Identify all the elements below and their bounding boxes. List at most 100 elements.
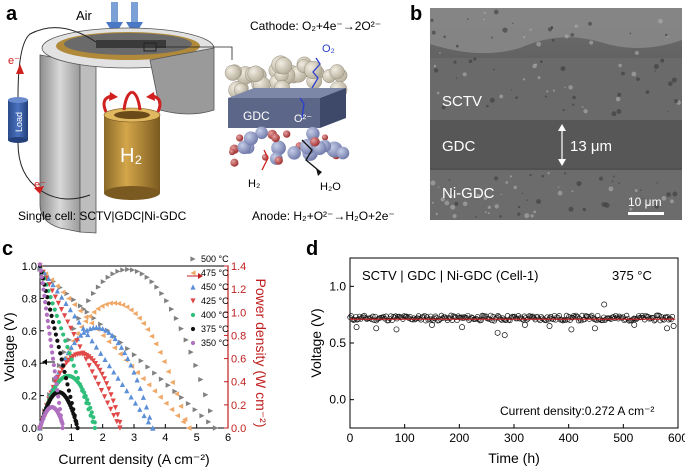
iv-point <box>50 319 56 325</box>
sem-grain <box>611 111 617 117</box>
legend-label: 400 °C <box>201 310 229 320</box>
power-point <box>131 369 137 375</box>
power-point <box>164 298 170 304</box>
sem-grain <box>447 99 451 103</box>
iv-point <box>165 382 171 388</box>
iv-point <box>52 326 57 331</box>
iv-point <box>83 314 89 320</box>
y-tick-label: 0.4 <box>22 358 37 370</box>
h2-cylinder-label: H₂ <box>120 145 142 167</box>
sem-grain <box>522 78 526 81</box>
iv-point <box>48 307 53 312</box>
iv-point <box>77 344 83 350</box>
power-point <box>85 397 90 402</box>
power-point <box>71 339 78 346</box>
legend-marker <box>190 298 196 304</box>
power-point <box>75 425 80 431</box>
iv-point <box>98 388 105 394</box>
sem-grain <box>529 173 532 177</box>
iv-point <box>42 293 47 298</box>
data-point <box>508 314 514 321</box>
iv-point <box>50 301 55 306</box>
iv-point <box>54 313 59 318</box>
sem-grain <box>669 199 674 204</box>
sem-grain <box>462 72 467 77</box>
data-point <box>559 317 565 323</box>
iv-point <box>77 308 83 314</box>
sem-grain <box>631 71 637 77</box>
iv-point <box>158 376 165 382</box>
iv-point <box>48 295 53 300</box>
sem-grain <box>581 106 584 108</box>
iv-point <box>71 363 76 368</box>
power-point <box>112 405 119 411</box>
sem-grain <box>574 24 578 28</box>
sem-grain <box>544 95 547 98</box>
power-point <box>91 309 97 315</box>
data-point <box>478 317 484 323</box>
cell-housing <box>39 27 233 234</box>
iv-point <box>131 352 138 358</box>
iv-point <box>71 331 77 338</box>
sem-grain <box>462 201 468 207</box>
sem-grain <box>483 18 486 21</box>
gdc-particle <box>287 146 301 160</box>
iv-point <box>62 369 67 375</box>
data-point <box>418 317 424 323</box>
temperature-label: 375 °C <box>612 268 652 283</box>
legend-label: 350 °C <box>201 338 229 348</box>
iv-point <box>106 363 113 369</box>
power-point <box>82 318 89 324</box>
iv-point <box>206 419 212 425</box>
sem-grain <box>473 57 477 61</box>
iv-point <box>174 413 180 419</box>
scalebar-label: 10 μm <box>628 195 662 209</box>
x-tick-label: 100 <box>395 431 415 445</box>
power-point <box>91 415 96 420</box>
sem-grain <box>517 212 521 216</box>
power-point <box>56 362 63 368</box>
data-point <box>415 313 422 319</box>
sem-grain <box>533 210 537 214</box>
iv-point <box>60 289 66 295</box>
power-point <box>154 284 160 290</box>
iv-point <box>83 356 89 363</box>
power-point <box>149 279 155 285</box>
sem-grain <box>612 175 615 178</box>
iv-point <box>86 363 92 369</box>
sem-grain <box>450 189 456 195</box>
iv-point <box>100 332 106 339</box>
nigdc-layer-label: Ni-GDC <box>442 185 495 202</box>
iv-point <box>52 369 57 374</box>
sem-grain <box>546 90 549 93</box>
sem-grain <box>621 71 625 76</box>
power-point <box>143 404 150 410</box>
power-point <box>125 355 131 361</box>
x-tick-label: 1 <box>68 432 74 444</box>
sem-grain <box>572 103 575 107</box>
x-tick-label: 2 <box>100 432 106 444</box>
anode-equation: Anode: H₂+O²⁻→H₂O+2e⁻ <box>252 209 395 223</box>
sem-grain <box>568 206 574 212</box>
data-point <box>401 313 407 319</box>
outlier-point <box>631 321 638 328</box>
sem-grain <box>476 193 481 198</box>
power-point <box>86 401 91 406</box>
iv-point <box>132 400 139 406</box>
power-point <box>110 271 116 277</box>
sem-grain <box>616 109 622 114</box>
sem-grain <box>618 182 620 185</box>
sem-grain <box>599 176 604 181</box>
power-point <box>144 274 150 280</box>
iv-point <box>55 300 62 306</box>
power-point <box>82 390 87 395</box>
power-point <box>99 371 105 378</box>
iv-point <box>49 288 55 294</box>
power-point <box>117 419 123 426</box>
power-point <box>92 361 99 367</box>
outlier-point <box>601 301 608 308</box>
sem-grain <box>494 204 499 209</box>
iv-point <box>54 288 60 294</box>
power-point <box>115 300 122 307</box>
o2-label: O₂ <box>322 43 335 55</box>
